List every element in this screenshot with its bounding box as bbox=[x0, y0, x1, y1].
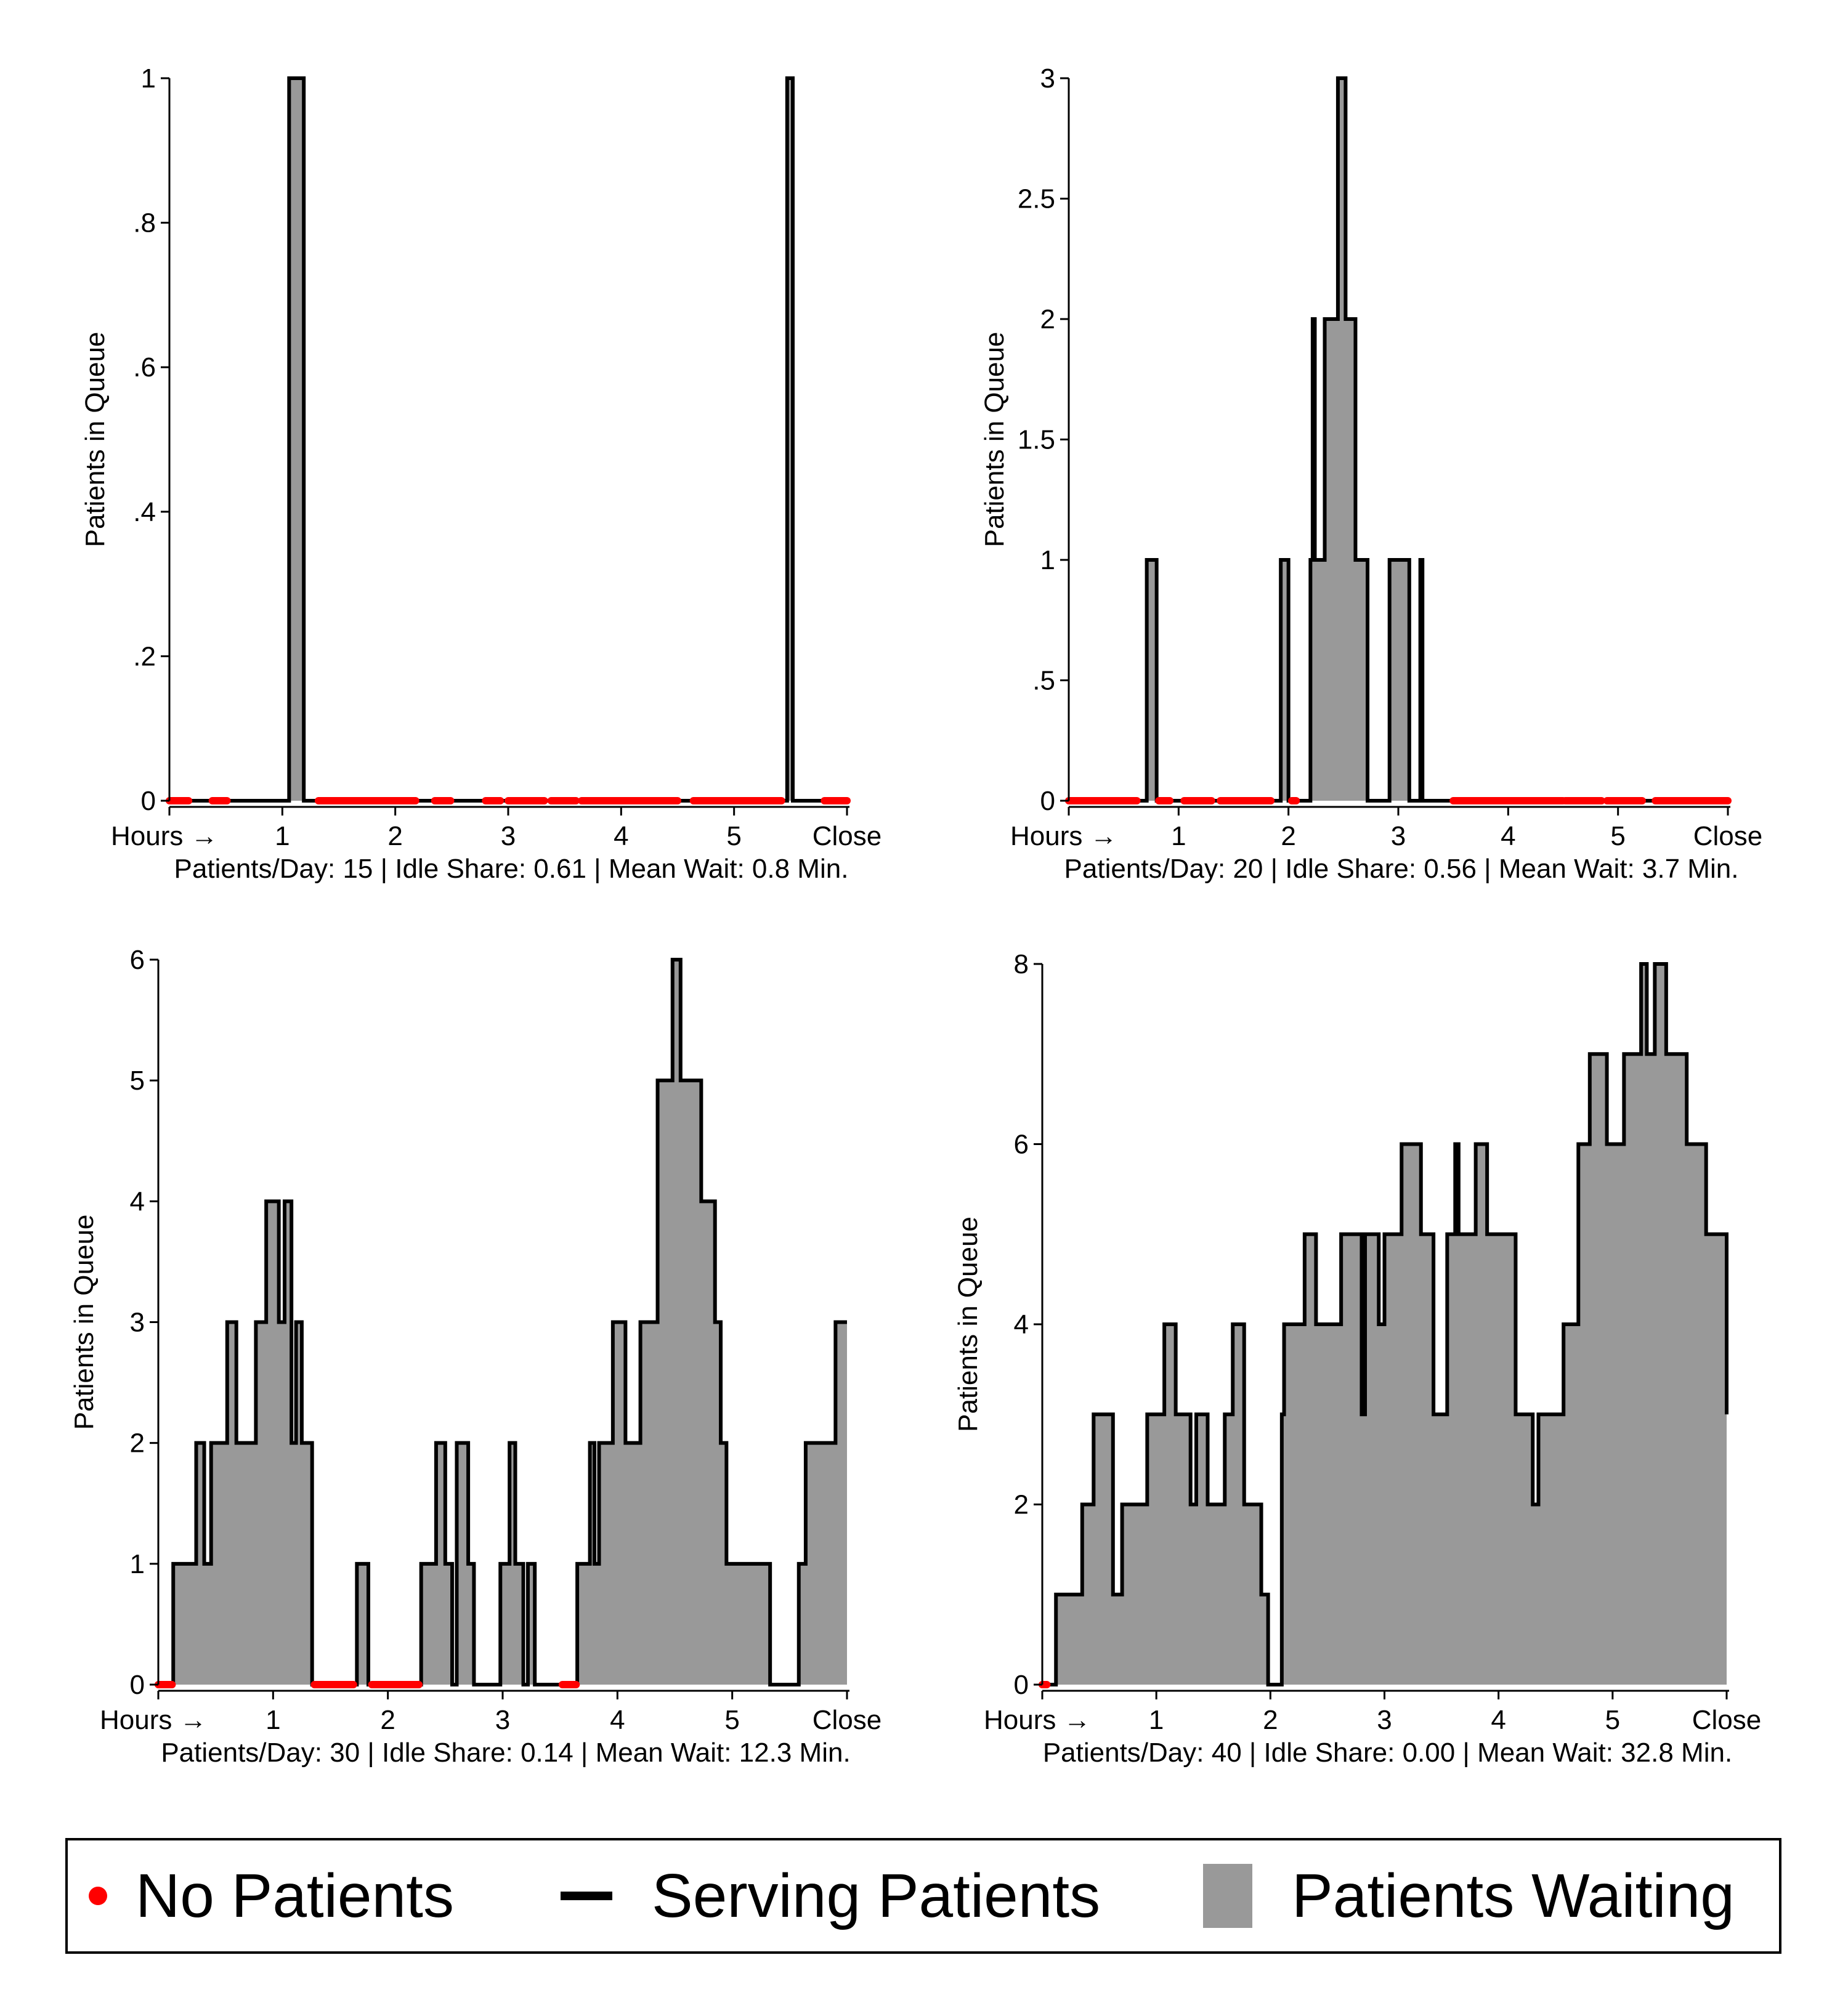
legend-item-patients-waiting: Patients Waiting bbox=[1203, 1840, 1735, 1951]
chart-panel-1: 0 .2 .4 .6 .8 1 Hours → 1 2 3 4 5 Close Patients in Q… bbox=[0, 0, 924, 893]
x-tick-label: 2 bbox=[387, 821, 402, 851]
y-tick-label: 3 bbox=[130, 1308, 145, 1338]
legend-label-no-patients: No Patients bbox=[136, 1861, 454, 1930]
legend-item-no-patients: No Patients bbox=[89, 1840, 454, 1951]
x-tick-label: 5 bbox=[726, 821, 741, 851]
y-tick-label: .6 bbox=[133, 352, 156, 383]
y-tick-label: 0 bbox=[141, 786, 156, 816]
x-tick-label: 3 bbox=[495, 1705, 510, 1735]
x-tick-label: 3 bbox=[1391, 821, 1406, 851]
stats-subtitle: Patients/Day: 40 | Idle Share: 0.00 | Me… bbox=[1043, 1738, 1732, 1768]
queue-chart-2: 0 .5 1 1.5 2 2.5 3 Hours → 1 2 3 4 5 Close Patients in… bbox=[979, 63, 1763, 884]
y-tick-label: 4 bbox=[130, 1186, 145, 1216]
y-tick-label: 2.5 bbox=[1018, 184, 1055, 214]
chart-panel-3: 0 1 2 3 4 5 6 Hours → 1 2 3 4 5 Close Patients in Queu… bbox=[0, 887, 924, 1780]
x-tick-label: Hours → bbox=[1010, 821, 1117, 851]
queue-chart-4: 0 2 4 6 8 Hours → 1 2 3 4 5 Close Patients in Queue P… bbox=[953, 949, 1762, 1768]
serving-step-line bbox=[158, 958, 847, 1686]
black-line-icon bbox=[561, 1892, 612, 1900]
x-tick-label: 2 bbox=[1263, 1705, 1278, 1735]
y-tick-label: 0 bbox=[130, 1670, 145, 1700]
y-axis-title: Patients in Queue bbox=[979, 332, 1010, 548]
stats-subtitle: Patients/Day: 15 | Idle Share: 0.61 | Me… bbox=[174, 854, 849, 884]
legend-item-serving-patients: Serving Patients bbox=[561, 1840, 1100, 1951]
y-tick-label: 1.5 bbox=[1018, 425, 1055, 455]
y-tick-label: 2 bbox=[1040, 304, 1055, 334]
waiting-area bbox=[169, 78, 847, 801]
chart-panel-2: 0 .5 1 1.5 2 2.5 3 Hours → 1 2 3 4 5 Close Patients in… bbox=[887, 0, 1811, 893]
x-tick-label: 2 bbox=[1281, 821, 1295, 851]
legend: No Patients Serving Patients Patients Wa… bbox=[65, 1838, 1781, 1954]
x-tick-label: Close bbox=[1692, 1705, 1762, 1735]
y-tick-label: 0 bbox=[1014, 1670, 1029, 1700]
y-tick-label: 1 bbox=[141, 63, 156, 94]
x-tick-label: Close bbox=[813, 1705, 882, 1735]
x-tick-label: Close bbox=[1693, 821, 1763, 851]
x-tick-label: 3 bbox=[1377, 1705, 1392, 1735]
stats-subtitle: Patients/Day: 20 | Idle Share: 0.56 | Me… bbox=[1064, 854, 1739, 884]
y-tick-label: 4 bbox=[1014, 1310, 1029, 1340]
stats-subtitle: Patients/Day: 30 | Idle Share: 0.14 | Me… bbox=[161, 1738, 850, 1768]
x-tick-label: 1 bbox=[275, 821, 290, 851]
waiting-area bbox=[1069, 78, 1728, 801]
queue-chart-1: 0 .2 .4 .6 .8 1 Hours → 1 2 3 4 5 Close Patients in Q… bbox=[80, 63, 882, 884]
y-tick-label: .5 bbox=[1032, 666, 1055, 696]
y-tick-label: 1 bbox=[130, 1549, 145, 1579]
y-axis-title: Patients in Queue bbox=[80, 332, 110, 548]
x-tick-label: 2 bbox=[380, 1705, 395, 1735]
y-tick-label: 3 bbox=[1040, 63, 1055, 94]
red-dot-icon bbox=[89, 1887, 107, 1905]
waiting-area bbox=[158, 960, 847, 1685]
chart-panel-4: 0 2 4 6 8 Hours → 1 2 3 4 5 Close Patients in Queue P… bbox=[887, 887, 1811, 1780]
x-tick-label: 4 bbox=[610, 1705, 625, 1735]
x-tick-label: Hours → bbox=[100, 1705, 207, 1735]
y-tick-label: .2 bbox=[133, 641, 156, 671]
y-tick-label: 2 bbox=[1014, 1490, 1029, 1520]
serving-step-line bbox=[1042, 962, 1728, 1686]
y-tick-label: .8 bbox=[133, 208, 156, 238]
y-tick-label: 2 bbox=[130, 1428, 145, 1459]
x-tick-label: 4 bbox=[1501, 821, 1515, 851]
y-tick-label: .4 bbox=[133, 497, 156, 527]
queue-chart-3: 0 1 2 3 4 5 6 Hours → 1 2 3 4 5 Close Patients in Queu… bbox=[69, 945, 882, 1768]
y-axis-title: Patients in Queue bbox=[953, 1216, 983, 1432]
x-tick-label: 4 bbox=[614, 821, 628, 851]
y-tick-label: 1 bbox=[1040, 545, 1055, 575]
x-tick-label: 3 bbox=[501, 821, 516, 851]
x-tick-label: 1 bbox=[1171, 821, 1186, 851]
serving-step-line bbox=[1069, 76, 1728, 803]
y-tick-label: 5 bbox=[130, 1066, 145, 1096]
serving-step-line bbox=[169, 76, 847, 803]
y-tick-label: 8 bbox=[1014, 949, 1029, 979]
y-axis-title: Patients in Queue bbox=[69, 1215, 99, 1430]
legend-label-patients-waiting: Patients Waiting bbox=[1292, 1861, 1735, 1930]
x-tick-label: 1 bbox=[265, 1705, 280, 1735]
y-tick-label: 6 bbox=[130, 945, 145, 975]
x-tick-label: 5 bbox=[1610, 821, 1625, 851]
x-tick-label: Hours → bbox=[111, 821, 218, 851]
x-tick-label: 5 bbox=[724, 1705, 739, 1735]
x-tick-label: 4 bbox=[1491, 1705, 1506, 1735]
x-tick-label: Hours → bbox=[984, 1705, 1091, 1735]
x-tick-label: 5 bbox=[1605, 1705, 1620, 1735]
x-tick-label: Close bbox=[813, 821, 882, 851]
y-tick-label: 6 bbox=[1014, 1130, 1029, 1160]
legend-label-serving-patients: Serving Patients bbox=[652, 1861, 1101, 1930]
gray-swatch-icon bbox=[1203, 1864, 1252, 1928]
y-tick-label: 0 bbox=[1040, 786, 1055, 816]
x-tick-label: 1 bbox=[1149, 1705, 1164, 1735]
